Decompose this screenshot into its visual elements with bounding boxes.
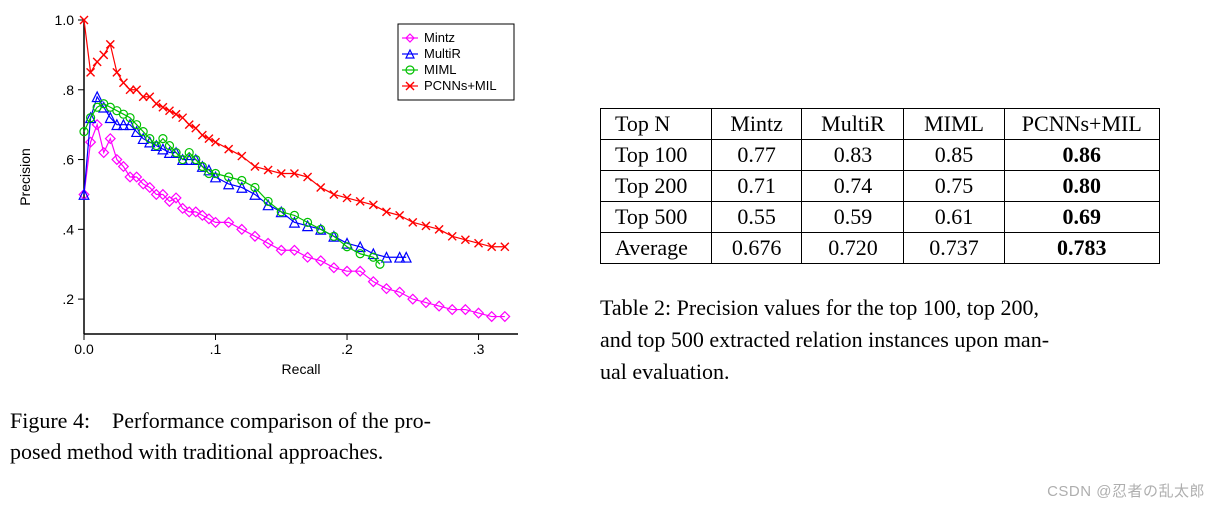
figure-caption: Figure 4: Performance comparison of the … [10, 406, 550, 468]
table-cell: 0.85 [904, 140, 1004, 171]
table-cell: 0.783 [1004, 233, 1159, 264]
svg-text:Mintz: Mintz [424, 30, 455, 45]
svg-text:0.0: 0.0 [74, 341, 94, 357]
table-cell: 0.59 [802, 202, 904, 233]
table-cell: 0.61 [904, 202, 1004, 233]
svg-text:.8: .8 [62, 82, 74, 98]
table-row: Top 5000.550.590.610.69 [601, 202, 1160, 233]
svg-text:.1: .1 [210, 341, 222, 357]
table-cell: 0.737 [904, 233, 1004, 264]
svg-text:.3: .3 [473, 341, 485, 357]
table-cell: 0.74 [802, 171, 904, 202]
table-cell: 0.71 [711, 171, 802, 202]
table-panel: Top NMintzMultiRMIMLPCNNs+MIL Top 1000.7… [600, 108, 1180, 388]
table-row: Average0.6760.7200.7370.783 [601, 233, 1160, 264]
table-header-cell: Top N [601, 109, 712, 140]
table-cell: 0.55 [711, 202, 802, 233]
table-cell: 0.86 [1004, 140, 1159, 171]
svg-text:.4: .4 [62, 221, 74, 237]
table-cell: 0.75 [904, 171, 1004, 202]
svg-text:.2: .2 [62, 291, 74, 307]
table-cell: 0.80 [1004, 171, 1159, 202]
table-caption-line-1: Table 2: Precision values for the top 10… [600, 295, 1039, 320]
svg-text:.2: .2 [341, 341, 353, 357]
svg-text:PCNNs+MIL: PCNNs+MIL [424, 78, 497, 93]
table-cell: Top 100 [601, 140, 712, 171]
svg-text:1.0: 1.0 [55, 12, 75, 28]
table-cell: 0.69 [1004, 202, 1159, 233]
table-cell: Top 500 [601, 202, 712, 233]
svg-text:Precision: Precision [17, 148, 33, 206]
table-header-cell: MIML [904, 109, 1004, 140]
table-cell: 0.676 [711, 233, 802, 264]
table-cell: Average [601, 233, 712, 264]
table-header-cell: PCNNs+MIL [1004, 109, 1159, 140]
table-cell: 0.720 [802, 233, 904, 264]
precision-table: Top NMintzMultiRMIMLPCNNs+MIL Top 1000.7… [600, 108, 1160, 264]
page-root: 0.0 .1 .2 .3 .2 .4 .6 .8 1.0 Recall Precision Mintz… [0, 0, 1217, 513]
svg-text:Recall: Recall [282, 361, 321, 377]
table-header-cell: MultiR [802, 109, 904, 140]
table-row: Top 2000.710.740.750.80 [601, 171, 1160, 202]
figure-caption-line-2: posed method with traditional approaches… [10, 439, 383, 464]
figure-panel: 0.0 .1 .2 .3 .2 .4 .6 .8 1.0 Recall Precision Mintz… [10, 8, 570, 468]
table-cell: 0.77 [711, 140, 802, 171]
precision-recall-chart: 0.0 .1 .2 .3 .2 .4 .6 .8 1.0 Recall Precision Mintz… [10, 8, 530, 386]
svg-text:.6: .6 [62, 152, 74, 168]
table-row: Top 1000.770.830.850.86 [601, 140, 1160, 171]
watermark-text: CSDN @忍者の乱太郎 [1047, 480, 1205, 501]
table-header-cell: Mintz [711, 109, 802, 140]
figure-caption-line-1: Figure 4: Performance comparison of the … [10, 408, 431, 433]
table-cell: 0.83 [802, 140, 904, 171]
table-caption: Table 2: Precision values for the top 10… [600, 292, 1175, 388]
table-cell: Top 200 [601, 171, 712, 202]
svg-text:MultiR: MultiR [424, 46, 461, 61]
svg-text:MIML: MIML [424, 62, 457, 77]
table-caption-line-3: ual evaluation. [600, 359, 730, 384]
table-caption-line-2: and top 500 extracted relation instances… [600, 327, 1049, 352]
